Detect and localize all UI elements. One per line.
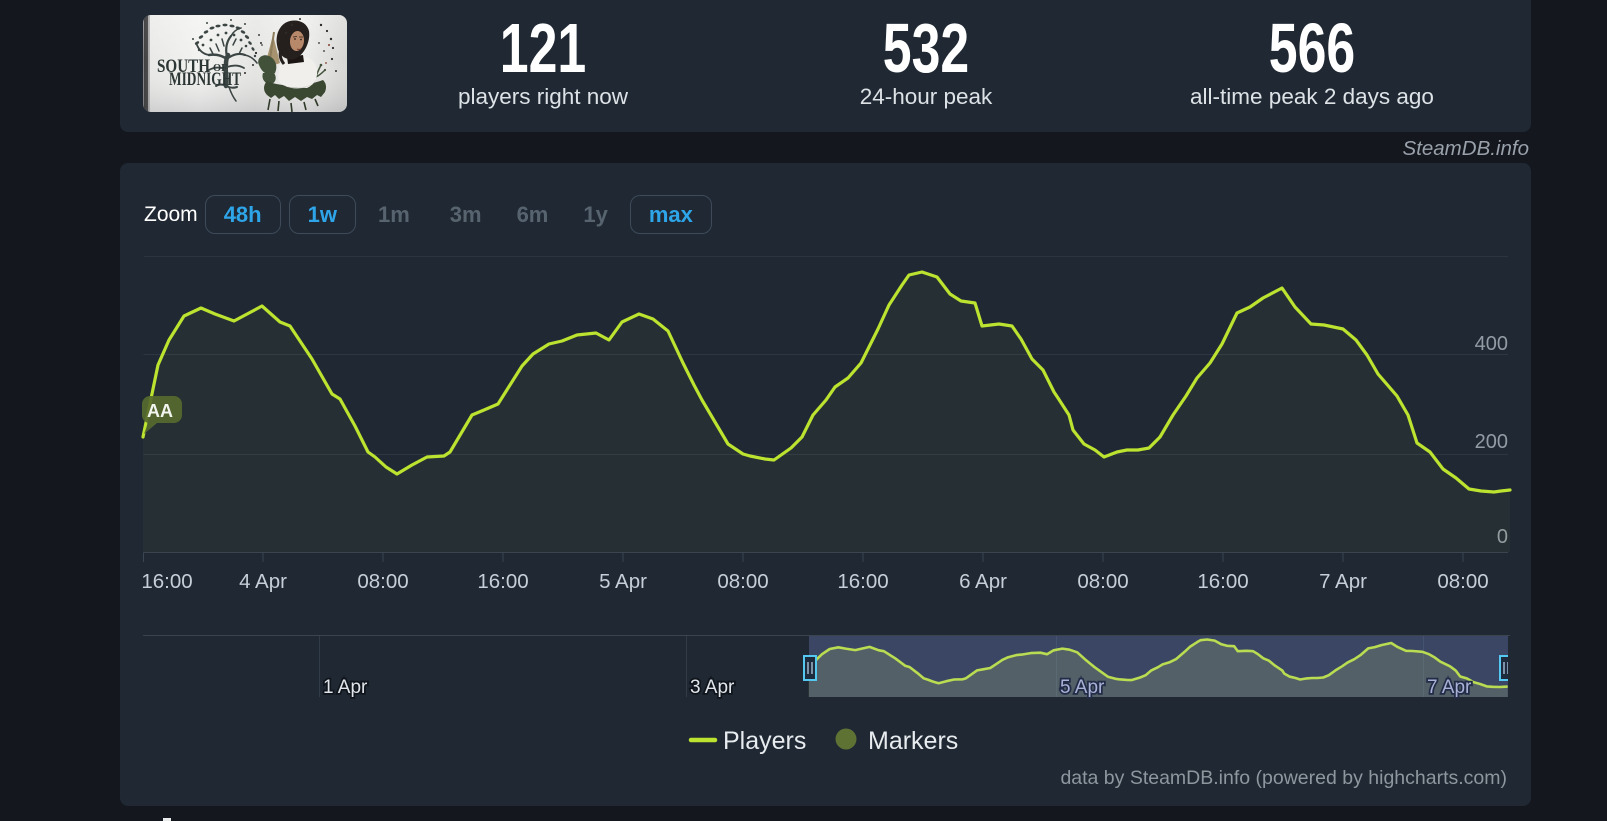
- svg-text:Markers: Markers: [868, 727, 958, 755]
- svg-text:1 Apr: 1 Apr: [323, 677, 368, 698]
- svg-text:SOUTH: SOUTH: [157, 56, 210, 77]
- svg-text:08:00: 08:00: [357, 570, 408, 593]
- svg-text:400: 400: [1475, 333, 1508, 355]
- svg-text:7 Apr: 7 Apr: [1319, 570, 1367, 593]
- svg-text:200: 200: [1475, 431, 1508, 453]
- svg-text:16:00: 16:00: [837, 570, 888, 593]
- svg-text:Players: Players: [723, 727, 806, 755]
- svg-text:4 Apr: 4 Apr: [239, 570, 287, 593]
- svg-text:MIDNIGHT: MIDNIGHT: [169, 69, 241, 90]
- svg-text:7 Apr: 7 Apr: [1427, 677, 1472, 698]
- svg-text:data by SteamDB.info (powered: data by SteamDB.info (powered by highcha…: [1060, 767, 1507, 789]
- svg-text:6 Apr: 6 Apr: [959, 570, 1007, 593]
- svg-text:08:00: 08:00: [1437, 570, 1488, 593]
- svg-text:AA: AA: [147, 401, 173, 421]
- svg-text:16:00: 16:00: [141, 570, 192, 593]
- svg-text:5 Apr: 5 Apr: [599, 570, 647, 593]
- svg-text:0: 0: [1497, 526, 1508, 548]
- svg-text:16:00: 16:00: [1197, 570, 1248, 593]
- svg-text:08:00: 08:00: [1077, 570, 1128, 593]
- svg-text:16:00: 16:00: [477, 570, 528, 593]
- svg-text:OF: OF: [213, 63, 228, 74]
- svg-text:08:00: 08:00: [717, 570, 768, 593]
- svg-text:3 Apr: 3 Apr: [690, 677, 735, 698]
- svg-text:5 Apr: 5 Apr: [1060, 677, 1105, 698]
